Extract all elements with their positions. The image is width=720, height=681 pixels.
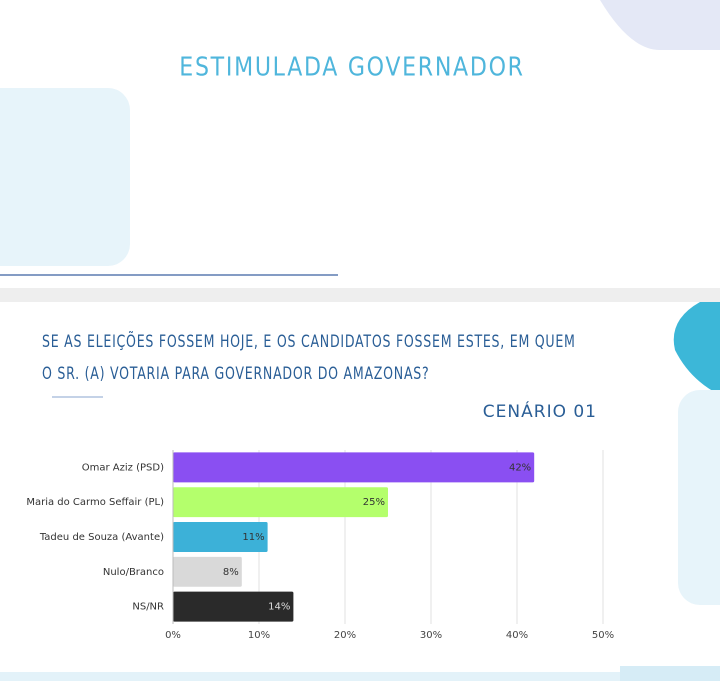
decor bbox=[673, 302, 720, 395]
x-tick-label: 10% bbox=[248, 630, 270, 641]
x-tick-label: 20% bbox=[334, 630, 356, 641]
decor bbox=[0, 672, 720, 681]
y-tick-label: Maria do Carmo Seffair (PL) bbox=[26, 497, 164, 508]
slide-title: ESTIMULADA GOVERNADOR bbox=[179, 52, 524, 82]
decor bbox=[678, 390, 720, 605]
y-tick-label: Omar Aziz (PSD) bbox=[82, 462, 164, 473]
y-tick-label: Tadeu de Souza (Avante) bbox=[39, 532, 164, 543]
y-tick-label: NS/NR bbox=[132, 602, 164, 613]
decor bbox=[620, 666, 720, 681]
value-label: 42% bbox=[509, 462, 531, 473]
separator bbox=[0, 288, 720, 302]
x-tick-label: 30% bbox=[420, 630, 442, 641]
decor bbox=[0, 88, 130, 266]
value-label: 25% bbox=[363, 497, 385, 508]
value-label: 8% bbox=[223, 567, 239, 578]
x-tick-label: 0% bbox=[165, 630, 181, 641]
value-label: 14% bbox=[268, 602, 290, 613]
bar bbox=[173, 556, 242, 587]
bar bbox=[173, 522, 268, 552]
bar bbox=[173, 452, 535, 483]
y-tick-label: Nulo/Branco bbox=[103, 567, 164, 578]
bar bbox=[173, 487, 388, 518]
value-label: 11% bbox=[242, 532, 264, 543]
decor bbox=[600, 0, 720, 50]
chart-subtitle: CENÁRIO 01 bbox=[483, 400, 597, 422]
x-tick-label: 50% bbox=[592, 630, 614, 641]
bar bbox=[173, 591, 294, 622]
chart-title: SE AS ELEIÇÕES FOSSEM HOJE, E OS CANDIDA… bbox=[42, 332, 576, 384]
x-tick-label: 40% bbox=[506, 630, 528, 641]
